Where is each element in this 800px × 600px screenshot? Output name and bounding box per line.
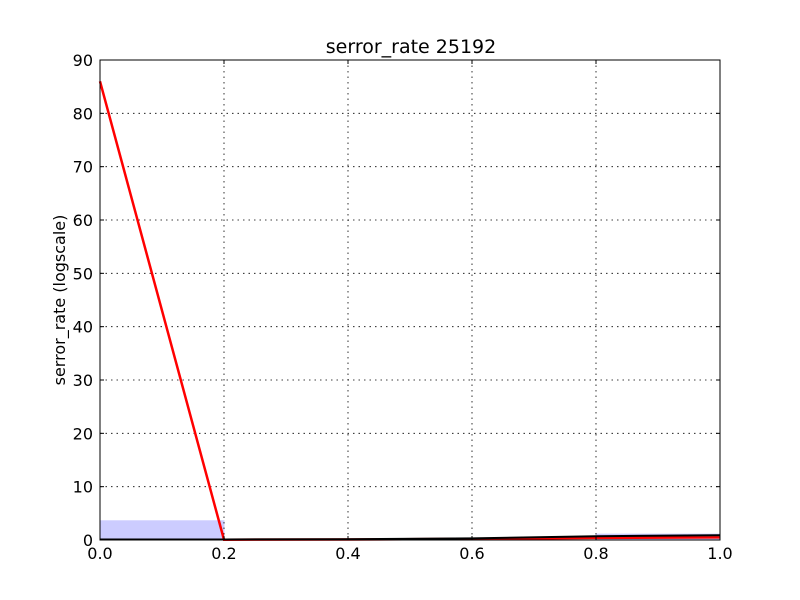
x-tick-label-0: 0.0 — [87, 544, 112, 563]
y-tick-label-5: 50 — [73, 264, 93, 283]
series-line-0 — [98, 81, 721, 541]
chart-title: serror_rate 25192 — [326, 36, 496, 58]
bar-0 — [99, 520, 225, 541]
y-tick-label-8: 80 — [73, 104, 93, 123]
y-tick-label-4: 40 — [73, 318, 93, 337]
y-tick-label-1: 10 — [73, 478, 93, 497]
x-tick-label-3: 0.6 — [459, 544, 484, 563]
y-tick-label-2: 20 — [73, 424, 93, 443]
gridlines — [100, 60, 720, 540]
axis-ticks: 0.0 0.2 0.4 0.6 0.8 1.0 0 10 20 30 40 50 60 70 80 90 — [73, 51, 733, 563]
y-tick-label-3: 30 — [73, 371, 93, 390]
y-tick-label-0: 0 — [83, 531, 93, 550]
y-axis-label: serror_rate (logscale) — [50, 215, 70, 386]
y-tick-label-9: 90 — [73, 51, 93, 70]
x-tick-label-2: 0.4 — [335, 544, 360, 563]
x-tick-label-4: 0.8 — [583, 544, 608, 563]
plot-frame — [99, 59, 721, 541]
y-tick-label-7: 70 — [73, 158, 93, 177]
series-lines — [98, 81, 721, 541]
x-tick-label-1: 0.2 — [211, 544, 236, 563]
y-tick-label-6: 60 — [73, 211, 93, 230]
x-tick-label-5: 1.0 — [707, 544, 732, 563]
series-line-1 — [100, 534, 721, 541]
